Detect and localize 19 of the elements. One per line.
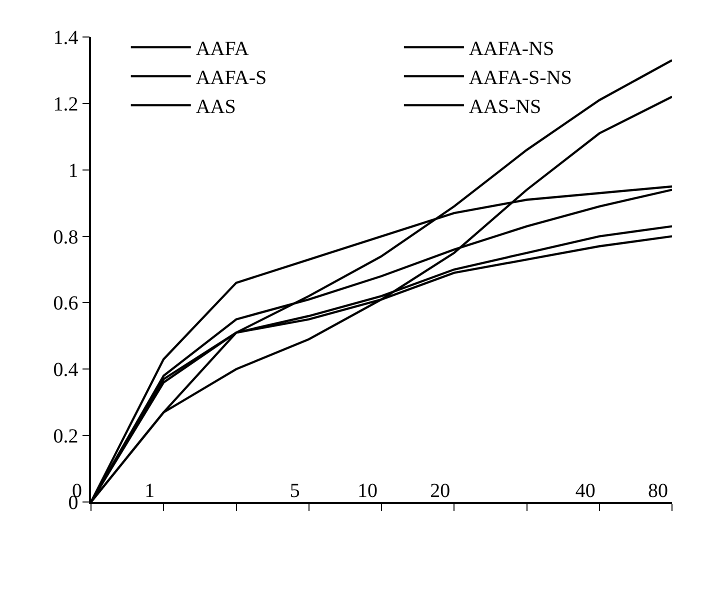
- legend-label: AAS: [196, 96, 236, 118]
- x-tick-label: 40: [575, 480, 596, 502]
- legend-label: AAFA-S: [196, 67, 267, 89]
- legend-label: AAS-NS: [468, 96, 542, 118]
- y-tick-label: 1.2: [53, 93, 78, 116]
- y-tick-label: 0.4: [53, 359, 78, 382]
- legend-label: AAFA-S-NS: [468, 67, 572, 89]
- legend-label: AAFA-NS: [468, 38, 554, 60]
- y-tick-label: 0.2: [53, 426, 78, 448]
- x-tick-label: 10: [358, 480, 378, 502]
- y-tick-label: 1.4: [53, 27, 78, 49]
- y-tick-label: 1: [68, 160, 78, 182]
- x-tick-label: 5: [290, 480, 300, 502]
- x-tick-label: 20: [430, 480, 450, 502]
- x-tick-label: 1: [144, 480, 155, 502]
- y-tick-label: 0.6: [53, 292, 78, 315]
- legend-label: AAFA: [196, 38, 250, 60]
- y-tick-label: 0.8: [53, 226, 78, 248]
- x-tick-label: 80: [648, 480, 668, 502]
